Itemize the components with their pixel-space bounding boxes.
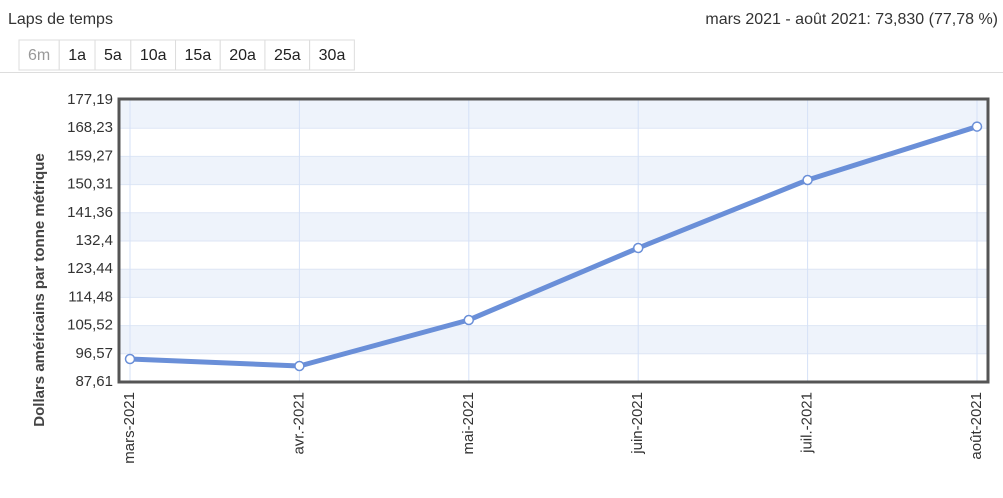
- button-box: [309, 39, 355, 71]
- range-button[interactable]: 20a: [219, 39, 266, 71]
- plot-frame: [117, 97, 990, 384]
- y-tick-label: 105,52: [67, 317, 113, 334]
- y-tick-label: 159,27: [67, 147, 113, 164]
- y-tick-label: 96,57: [75, 345, 113, 362]
- line: [129, 124, 978, 369]
- x-tick-label: juin-2021: [629, 392, 646, 455]
- range-summary: mars 2021 - août 2021: 73,830 (77,78 %): [705, 11, 998, 28]
- y-tick-label: 150,31: [67, 176, 113, 193]
- range-button[interactable]: 6m: [18, 39, 60, 71]
- y-tick-label: 123,44: [67, 260, 113, 277]
- x-tick-label: juil.-2021: [799, 392, 816, 454]
- button-box: [94, 39, 132, 71]
- button-label: 15a: [185, 47, 212, 64]
- y-tick-label: 168,23: [67, 119, 113, 136]
- button-label: 1a: [68, 47, 86, 64]
- button-box: [58, 39, 96, 71]
- point: [463, 314, 475, 326]
- grid-band: [119, 100, 988, 129]
- y-tick-label: 114,48: [68, 288, 113, 305]
- point: [124, 353, 136, 365]
- y-tick-label: 177,19: [67, 91, 113, 108]
- header-title: Laps de temps: [8, 11, 113, 28]
- y-tick-label: 87,61: [75, 373, 113, 390]
- y-tick-label: 141,36: [67, 204, 113, 221]
- point: [802, 174, 813, 186]
- point: [971, 121, 983, 132]
- range-button[interactable]: 15a: [175, 39, 221, 71]
- range-button[interactable]: 10a: [130, 39, 177, 71]
- point: [294, 360, 305, 372]
- button-label: 10a: [140, 47, 167, 64]
- grid-band: [119, 156, 988, 185]
- range-button[interactable]: 30a: [309, 39, 355, 71]
- x-tick-label: mai-2021: [460, 392, 477, 455]
- x-tick-label: avr.-2021: [290, 392, 307, 455]
- y-tick-label: 132,4: [75, 232, 113, 249]
- button-label: 20a: [229, 47, 256, 64]
- point: [632, 242, 644, 254]
- x-tick-label: mars-2021: [121, 392, 138, 464]
- button-label: 5a: [104, 47, 122, 64]
- button-label: 25a: [274, 47, 301, 64]
- range-button[interactable]: 25a: [264, 39, 311, 71]
- button-label: 30a: [319, 47, 346, 64]
- range-button[interactable]: 5a: [94, 39, 132, 71]
- grid-band: [119, 325, 988, 354]
- button-label: 6m: [28, 47, 50, 64]
- range-button[interactable]: 1a: [58, 39, 96, 71]
- y-axis-label: Dollars américains par tonne métrique: [31, 153, 48, 426]
- x-tick-label: août-2021: [968, 392, 985, 460]
- grid-band: [119, 212, 988, 241]
